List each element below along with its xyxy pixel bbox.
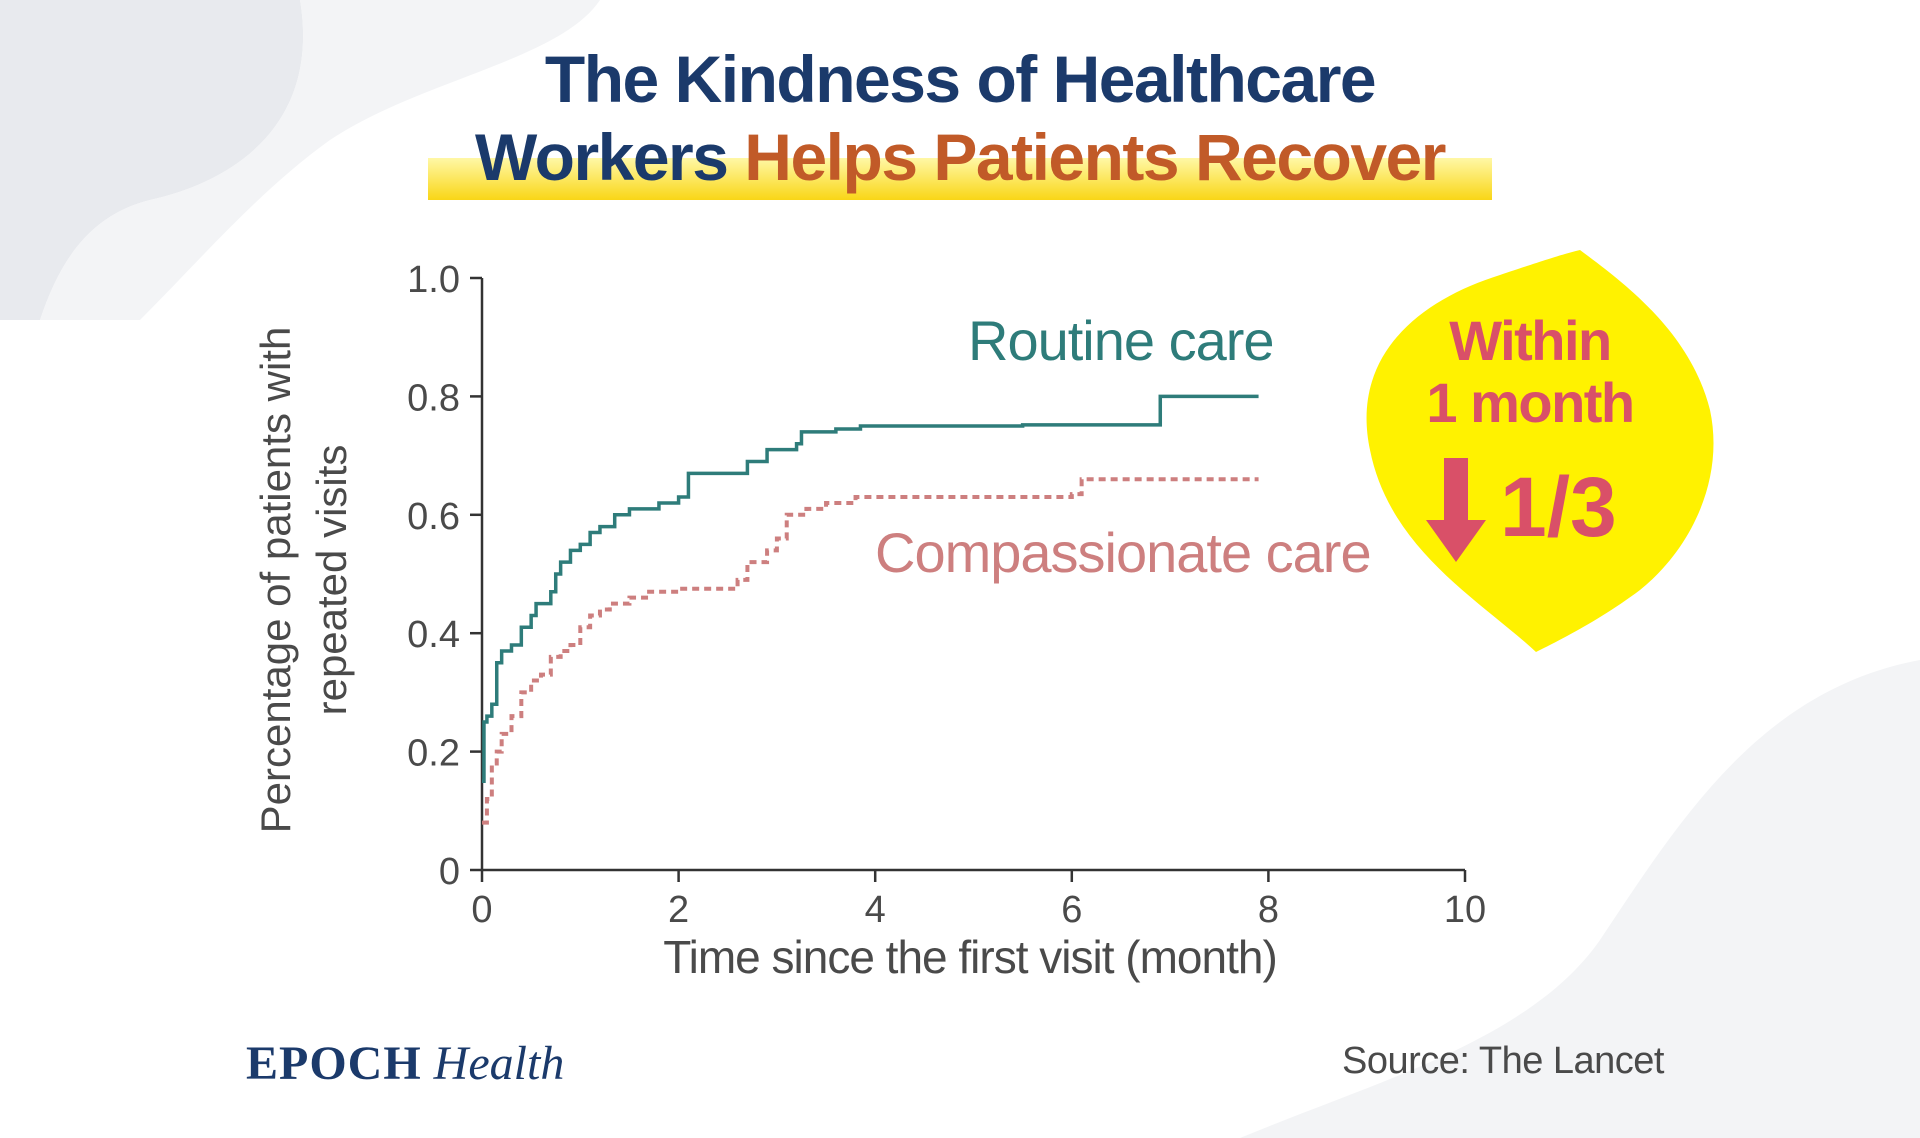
logo-epoch: EPOCH — [246, 1037, 422, 1090]
y-tick-label: 0.2 — [407, 733, 460, 775]
badge-line1: Within — [1449, 309, 1612, 372]
bottom-right-blob — [1240, 660, 1920, 1138]
x-tick-label: 8 — [1258, 889, 1279, 931]
series-layer — [482, 394, 1259, 825]
epoch-health-logo: EPOCH Health — [246, 1036, 564, 1091]
series-line-routine-care — [482, 394, 1259, 783]
x-tick-label: 6 — [1061, 889, 1082, 931]
page-title-line2: Workers Helps Patients Recover — [475, 118, 1446, 196]
title-accent: Helps Patients Recover — [744, 120, 1446, 194]
logo-health: Health — [433, 1037, 565, 1090]
top-left-blob — [0, 0, 304, 320]
series-label-routine-care: Routine care — [968, 309, 1275, 372]
badge-fraction: 1/3 — [1500, 460, 1617, 554]
top-left-blob-light — [40, 0, 600, 320]
y-tick-label: 0.4 — [407, 614, 460, 656]
down-arrow-icon — [1426, 458, 1486, 562]
y-tick-label: 1.0 — [407, 259, 460, 301]
x-tick-label: 2 — [668, 889, 689, 931]
x-tick-label: 10 — [1444, 889, 1486, 931]
y-axis-label-line1: Percentage of patients with — [252, 326, 299, 834]
y-axis-label-line2: repeated visits — [308, 444, 355, 716]
title-block: The Kindness of Healthcare Workers Helps… — [0, 40, 1920, 196]
title-highlight-bar — [428, 158, 1492, 200]
title-prefix: Workers — [475, 120, 729, 194]
x-axis-label: Time since the first visit (month) — [663, 931, 1278, 983]
series-line-compassionate-care — [482, 477, 1259, 825]
y-tick-label: 0.6 — [407, 496, 460, 538]
y-axis-label: Percentage of patients with repeated vis… — [248, 280, 360, 880]
badge-layer — [1366, 250, 1714, 652]
x-tick-label: 0 — [471, 889, 492, 931]
axes: 0 0.2 0.4 0.6 0.8 1.0 0 2 4 6 8 10 — [407, 259, 1486, 931]
x-tick-label: 4 — [865, 889, 886, 931]
source-note: Source: The Lancet — [1342, 1040, 1664, 1082]
series-label-compassionate-care: Compassionate care — [875, 521, 1372, 584]
y-tick-label: 0 — [439, 851, 460, 893]
page-title-line1: The Kindness of Healthcare — [544, 42, 1377, 116]
y-tick-label: 0.8 — [407, 377, 460, 419]
badge-line2: 1 month — [1426, 371, 1635, 434]
